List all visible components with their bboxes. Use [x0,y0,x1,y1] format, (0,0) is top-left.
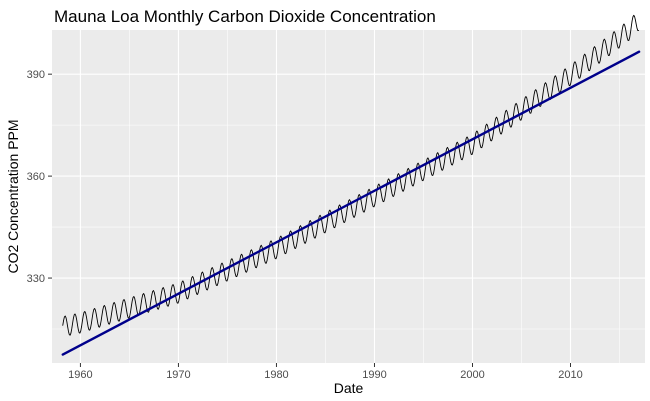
y-tick-label: 360 [27,171,45,183]
x-tick-label: 1960 [68,369,92,381]
y-axis-label: CO2 Concentration PPM [5,119,21,273]
x-axis: 1960 1970 1980 1990 2000 2010 [68,363,583,381]
linear-fit-line [61,50,641,356]
x-tick-label: 1980 [264,369,288,381]
series-layer [61,14,641,356]
x-tick-label: 1990 [362,369,386,381]
grid-layer [52,30,645,363]
y-tick-label: 390 [27,69,45,81]
chart-title: Mauna Loa Monthly Carbon Dioxide Concent… [54,7,436,26]
y-tick-label: 330 [27,273,45,285]
y-axis: 330 360 390 [27,69,52,285]
x-axis-label: Date [334,380,364,396]
x-tick-label: 2000 [460,369,484,381]
x-tick-label: 1970 [166,369,190,381]
x-tick-label: 2010 [558,369,582,381]
